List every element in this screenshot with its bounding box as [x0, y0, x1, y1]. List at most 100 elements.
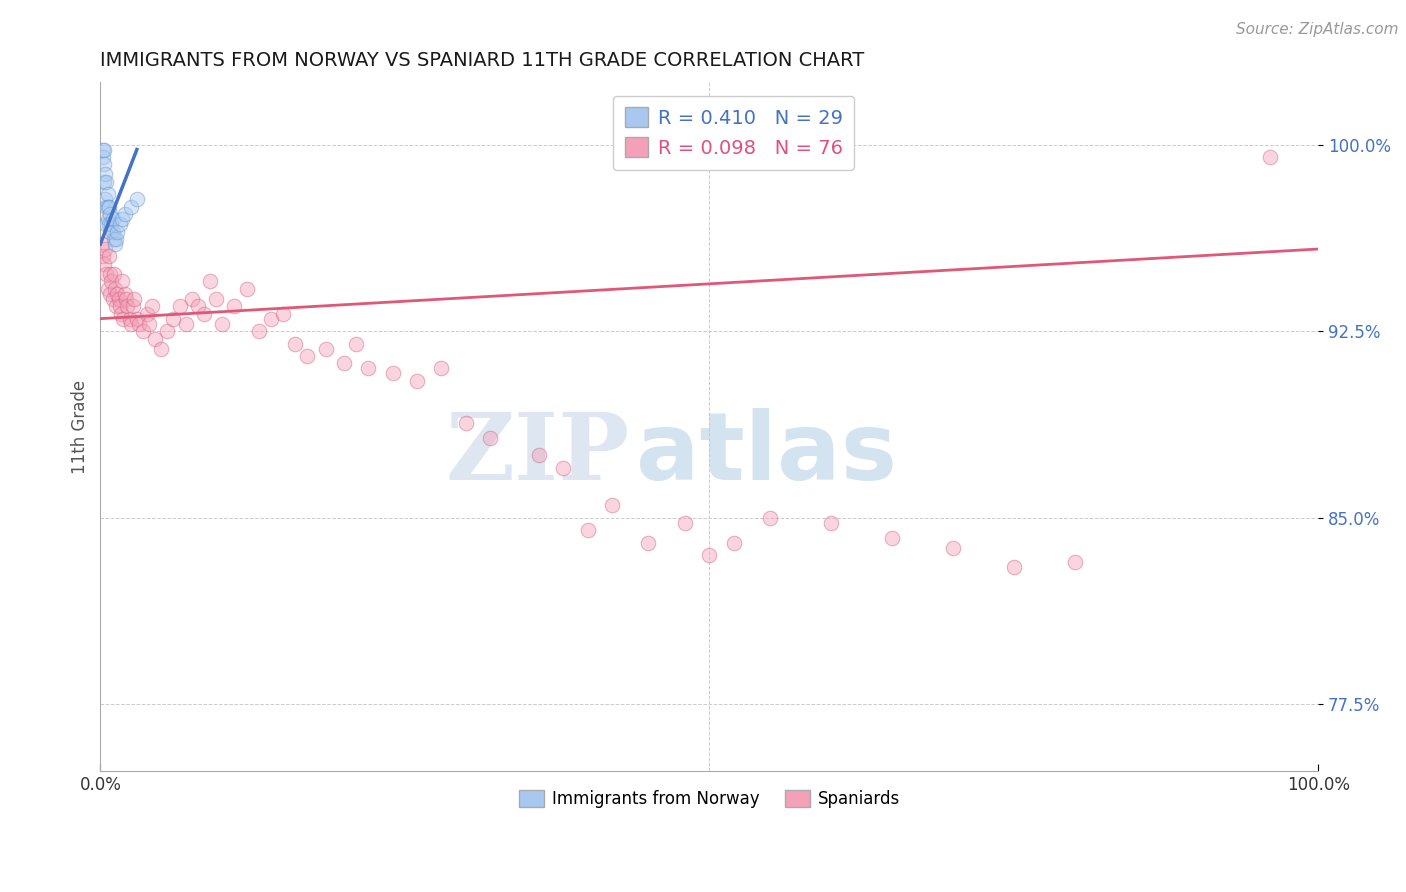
Point [97, 282, 120, 296]
Point [96, 175, 118, 189]
Point [759, 510, 782, 524]
Point [576, 523, 599, 537]
Point [105, 232, 128, 246]
Point [100, 217, 122, 231]
Text: atlas: atlas [637, 409, 897, 500]
Y-axis label: 11th Grade: 11th Grade [72, 380, 89, 474]
Point [211, 317, 233, 331]
Point [98, 225, 121, 239]
Point [124, 292, 146, 306]
Point [111, 212, 134, 227]
Point [90, 237, 112, 252]
Point [97, 250, 120, 264]
Point [98, 207, 121, 221]
Point [138, 317, 160, 331]
Point [103, 232, 125, 246]
Point [110, 307, 132, 321]
Point [333, 356, 356, 370]
Point [114, 207, 136, 221]
Point [187, 299, 209, 313]
Point [93, 143, 115, 157]
Point [193, 307, 215, 321]
Point [94, 242, 117, 256]
Point [1002, 560, 1025, 574]
Point [479, 431, 502, 445]
Point [104, 237, 127, 252]
Point [125, 311, 148, 326]
Point [344, 336, 367, 351]
Point [103, 267, 125, 281]
Point [284, 336, 307, 351]
Point [111, 274, 134, 288]
Point [406, 374, 429, 388]
Point [104, 282, 127, 296]
Point [135, 307, 157, 321]
Point [224, 299, 246, 313]
Point [115, 292, 138, 306]
Point [93, 157, 115, 171]
Point [98, 267, 121, 281]
Point [107, 225, 129, 239]
Point [98, 286, 121, 301]
Text: Source: ZipAtlas.com: Source: ZipAtlas.com [1236, 22, 1399, 37]
Point [271, 307, 294, 321]
Point [118, 311, 141, 326]
Point [91, 143, 114, 157]
Point [235, 282, 257, 296]
Point [120, 200, 142, 214]
Point [96, 200, 118, 214]
Text: IMMIGRANTS FROM NORWAY VS SPANIARD 11TH GRADE CORRELATION CHART: IMMIGRANTS FROM NORWAY VS SPANIARD 11TH … [100, 51, 865, 70]
Point [107, 286, 129, 301]
Point [125, 192, 148, 206]
Point [247, 324, 270, 338]
Point [637, 535, 659, 549]
Point [357, 361, 380, 376]
Point [180, 292, 202, 306]
Text: ZIP: ZIP [446, 409, 630, 500]
Point [108, 299, 131, 313]
Point [527, 449, 550, 463]
Point [94, 192, 117, 206]
Point [553, 461, 575, 475]
Point [100, 274, 122, 288]
Point [122, 299, 145, 313]
Point [93, 257, 115, 271]
Point [150, 342, 173, 356]
Point [143, 332, 166, 346]
Point [381, 367, 404, 381]
Point [198, 274, 221, 288]
Point [174, 317, 197, 331]
Point [101, 212, 124, 227]
Point [820, 516, 842, 530]
Point [105, 299, 128, 313]
Point [97, 200, 120, 214]
Legend: Immigrants from Norway, Spaniards: Immigrants from Norway, Spaniards [512, 783, 907, 814]
Point [97, 217, 120, 231]
Point [454, 416, 477, 430]
Point [91, 250, 114, 264]
Point [107, 292, 129, 306]
Point [162, 311, 184, 326]
Point [673, 516, 696, 530]
Point [91, 150, 114, 164]
Point [600, 498, 623, 512]
Point [315, 342, 337, 356]
Point [128, 317, 150, 331]
Point [97, 200, 120, 214]
Point [97, 187, 120, 202]
Point [114, 286, 136, 301]
Point [880, 531, 903, 545]
Point [260, 311, 283, 326]
Point [101, 225, 124, 239]
Point [430, 361, 453, 376]
Point [101, 292, 124, 306]
Point [1063, 556, 1085, 570]
Point [120, 317, 142, 331]
Point [942, 541, 965, 555]
Point [96, 267, 118, 281]
Point [205, 292, 228, 306]
Point [1258, 150, 1281, 164]
Point [723, 535, 745, 549]
Point [169, 299, 191, 313]
Point [115, 299, 138, 313]
